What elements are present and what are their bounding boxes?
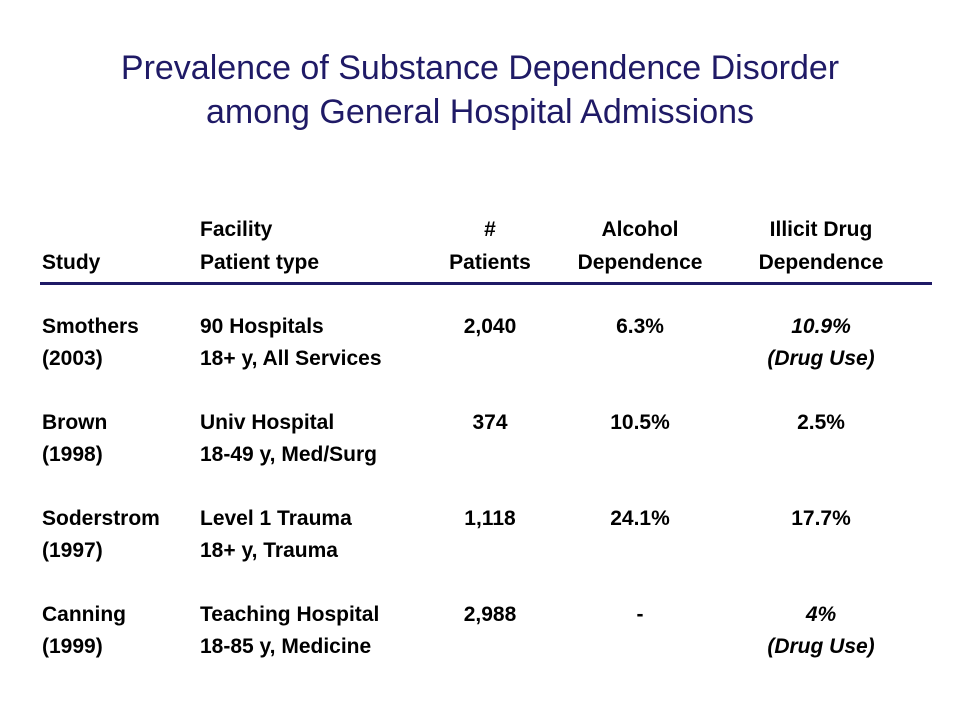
header-illicit-drug: Illicit Drug: [769, 218, 873, 241]
patients-count: 2,988: [463, 603, 517, 626]
facility: 90 Hospitals: [200, 315, 324, 338]
header-patient-type: Patient type: [200, 251, 320, 274]
slide-title: Prevalence of Substance Dependence Disor…: [0, 46, 960, 134]
header-alcohol-dependence: Dependence: [577, 251, 703, 274]
alcohol-dependence: 10.5%: [610, 411, 670, 434]
study-name: Canning: [42, 603, 126, 626]
study-year: (1999): [42, 635, 103, 658]
patient-type: 18-49 y, Med/Surg: [200, 443, 378, 466]
patient-type: 18-85 y, Medicine: [200, 635, 372, 658]
patients-count: 1,118: [464, 507, 516, 530]
drug-dependence: 10.9%: [791, 315, 851, 338]
study-name: Brown: [42, 411, 108, 434]
drug-dependence: 4%: [805, 603, 837, 626]
alcohol-dependence: 6.3%: [616, 315, 664, 338]
drug-dependence: 17.7%: [791, 507, 851, 530]
patients-count: 2,040: [463, 315, 517, 338]
patients-count: 374: [472, 411, 508, 434]
study-name: Soderstrom: [42, 507, 160, 530]
header-patients-symbol: #: [484, 218, 496, 241]
facility: Teaching Hospital: [200, 603, 380, 626]
study-name: Smothers: [42, 315, 139, 338]
alcohol-dependence: -: [636, 603, 644, 626]
drug-note: (Drug Use): [767, 635, 875, 658]
drug-note: (Drug Use): [767, 347, 875, 370]
header-divider: [40, 282, 932, 285]
header-patients: Patients: [449, 251, 531, 274]
study-year: (1997): [42, 539, 103, 562]
header-drug-dependence: Dependence: [758, 251, 884, 274]
title-line-1: Prevalence of Substance Dependence Disor…: [120, 49, 840, 87]
title-line-2: among General Hospital Admissions: [205, 93, 755, 131]
header-alcohol: Alcohol: [601, 218, 679, 241]
patient-type: 18+ y, Trauma: [200, 539, 338, 562]
header-study: Study: [42, 251, 101, 274]
facility: Univ Hospital: [200, 411, 335, 434]
drug-dependence: 2.5%: [797, 411, 845, 434]
facility: Level 1 Trauma: [200, 507, 352, 530]
alcohol-dependence: 24.1%: [610, 507, 670, 530]
study-year: (2003): [42, 347, 103, 370]
study-year: (1998): [42, 443, 103, 466]
header-facility: Facility: [200, 218, 273, 241]
patient-type: 18+ y, All Services: [200, 347, 382, 370]
